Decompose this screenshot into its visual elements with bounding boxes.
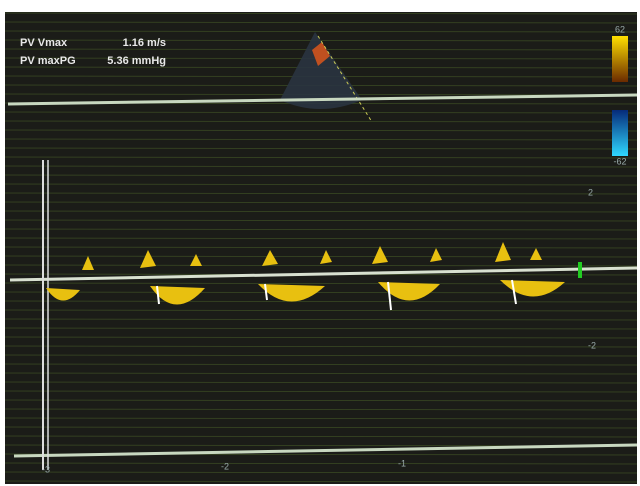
time-scale-label: -1 [398,458,406,468]
time-scale-label: -3 [42,464,50,474]
band [13,443,638,458]
color-bar-positive [612,36,628,82]
measurement-label: PV Vmax [20,37,68,49]
measurement-value: 5.36 mmHg [107,55,166,67]
time-scale-label: -2 [221,461,229,471]
velocity-scale-label: 2 [588,187,593,197]
velocity-scale-label: -2 [588,340,596,350]
sector-thumbnail [280,32,373,123]
band [7,93,638,106]
measurement-label: PV maxPG [20,55,76,67]
doppler-spectrum [46,242,565,305]
measurement-value: 1.16 m/s [123,37,166,49]
valve-clicks [156,279,517,311]
color-bar-top: 62 [615,24,625,34]
baseline [9,266,638,282]
color-bar-negative [612,110,628,156]
baseline-marker [578,262,582,278]
color-bar-bottom: -62 [613,156,626,166]
